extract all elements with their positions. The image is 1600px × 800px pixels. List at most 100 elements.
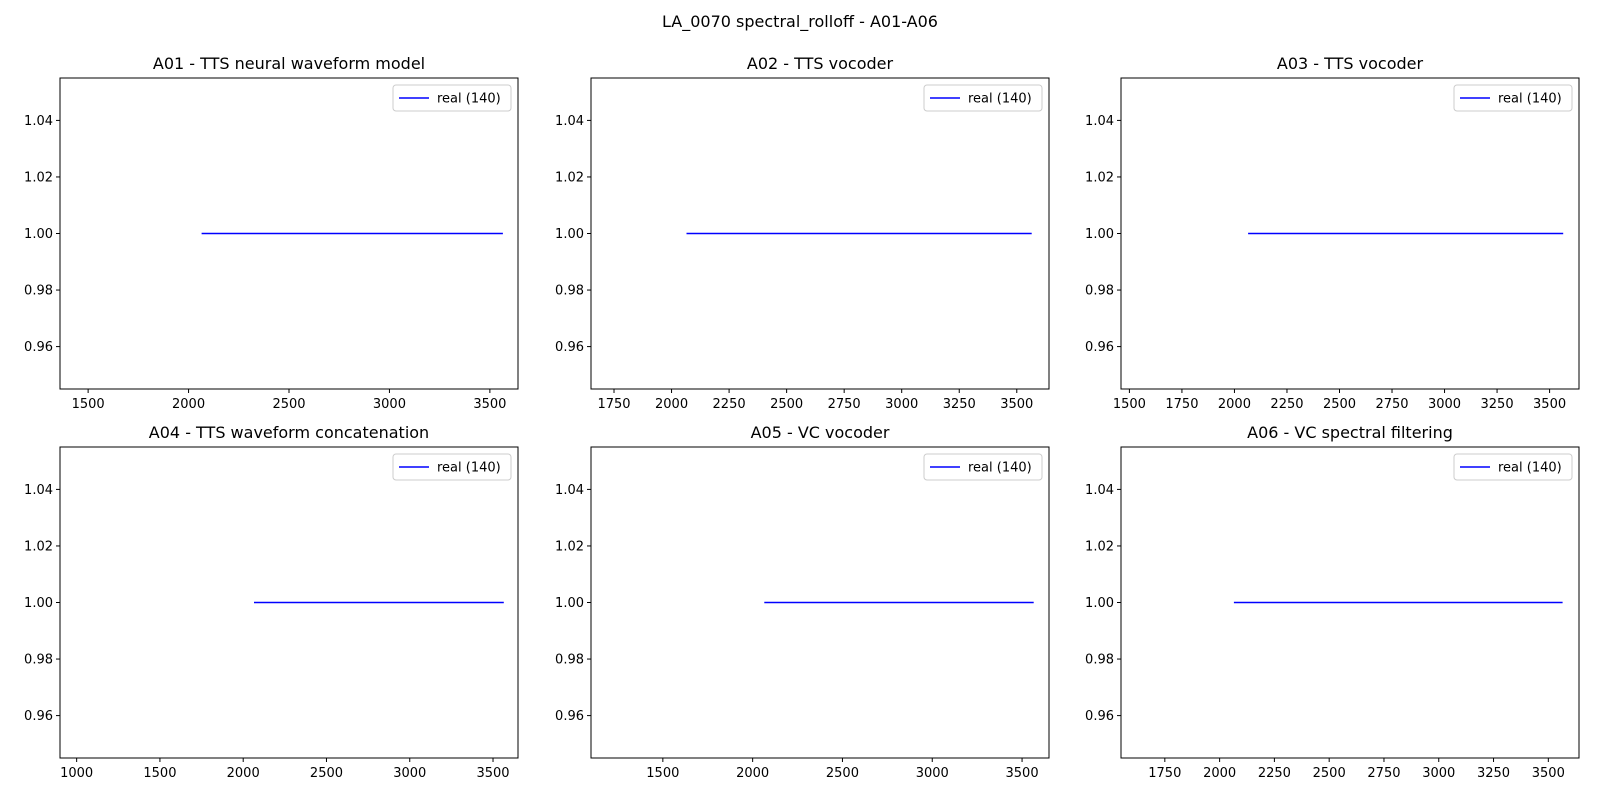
x-tick-label: 2250	[713, 397, 746, 412]
x-tick-label: 3250	[943, 397, 976, 412]
legend-box	[1453, 453, 1573, 481]
x-tick-label: 1750	[1148, 766, 1181, 781]
subplot-3: A03 - TTS vocoder 1500 1750 2000 2250 2500 275…	[1085, 54, 1580, 412]
y-tick-label: 0.96	[555, 709, 584, 724]
x-tick-label: 3250	[1477, 766, 1510, 781]
legend: real (140)	[923, 453, 1043, 481]
x-tick-label: 3500	[476, 766, 509, 781]
x-tick-label: 1750	[1165, 397, 1198, 412]
legend-box	[923, 84, 1043, 112]
y-tick-label: 1.00	[1085, 596, 1114, 611]
x-tick-label: 3500	[1532, 766, 1565, 781]
subplot-title: A05 - VC vocoder	[751, 423, 890, 442]
x-tick-label: 2000	[736, 766, 769, 781]
y-tick-label: 0.98	[1085, 653, 1114, 668]
y-tick-label: 1.04	[555, 114, 584, 129]
x-tick-label: 2000	[172, 397, 205, 412]
subplot-2: A02 - TTS vocoder 1750 2000 2250 2500 2750 300…	[555, 54, 1050, 412]
y-tick-label: 0.98	[24, 653, 53, 668]
legend: real (140)	[1453, 453, 1573, 481]
y-tick-label: 0.96	[24, 340, 53, 355]
x-tick-label: 1750	[597, 397, 630, 412]
legend-box	[1453, 84, 1573, 112]
x-tick-label: 3500	[1000, 397, 1033, 412]
y-tick-label: 0.96	[1085, 709, 1114, 724]
x-tick-label: 1500	[72, 397, 105, 412]
x-tick-label: 2500	[770, 397, 803, 412]
y-tick-label: 0.96	[1085, 340, 1114, 355]
y-tick-label: 1.04	[1085, 483, 1114, 498]
x-tick-label: 2000	[655, 397, 688, 412]
legend-label: real (140)	[1498, 92, 1562, 107]
x-tick-label: 3500	[473, 397, 506, 412]
x-tick-label: 2500	[1323, 397, 1356, 412]
legend-box	[392, 84, 512, 112]
subplot-title: A06 - VC spectral filtering	[1247, 423, 1453, 442]
legend-label: real (140)	[968, 92, 1032, 107]
x-tick-label: 3000	[1422, 766, 1455, 781]
y-tick-label: 1.02	[24, 170, 53, 185]
y-tick-label: 1.02	[555, 539, 584, 554]
x-tick-label: 2500	[310, 766, 343, 781]
legend: real (140)	[923, 84, 1043, 112]
subplot-title: A04 - TTS waveform concatenation	[149, 423, 429, 442]
legend-box	[923, 453, 1043, 481]
y-tick-label: 1.04	[1085, 114, 1114, 129]
subplot-1: A01 - TTS neural waveform model 1500 2000 2…	[24, 54, 519, 412]
x-tick-label: 2750	[828, 397, 861, 412]
subplot-5: A05 - VC vocoder 1500 2000 2500 3000 3500 0.96…	[555, 423, 1050, 781]
y-tick-label: 0.98	[24, 284, 53, 299]
y-tick-label: 1.02	[555, 170, 584, 185]
y-tick-label: 1.04	[555, 483, 584, 498]
legend-label: real (140)	[437, 461, 501, 476]
y-tick-label: 1.00	[24, 227, 53, 242]
x-tick-label: 3250	[1481, 397, 1514, 412]
x-tick-label: 2000	[1203, 766, 1236, 781]
y-tick-label: 0.98	[555, 653, 584, 668]
y-tick-label: 0.96	[555, 340, 584, 355]
x-tick-label: 2000	[227, 766, 260, 781]
subplot-title: A02 - TTS vocoder	[747, 54, 894, 73]
legend: real (140)	[392, 453, 512, 481]
x-tick-label: 1500	[1113, 397, 1146, 412]
y-tick-label: 1.04	[24, 483, 53, 498]
legend: real (140)	[1453, 84, 1573, 112]
x-tick-label: 1500	[646, 766, 679, 781]
y-tick-label: 0.96	[24, 709, 53, 724]
x-tick-label: 3000	[1428, 397, 1461, 412]
x-tick-label: 3500	[1533, 397, 1566, 412]
y-tick-label: 1.02	[1085, 170, 1114, 185]
x-tick-label: 2250	[1258, 766, 1291, 781]
x-tick-label: 3500	[1006, 766, 1039, 781]
x-tick-label: 2750	[1375, 397, 1408, 412]
subplot-title: A01 - TTS neural waveform model	[153, 54, 425, 73]
x-tick-label: 1500	[143, 766, 176, 781]
y-tick-label: 1.04	[24, 114, 53, 129]
y-tick-label: 1.00	[555, 596, 584, 611]
legend-box	[392, 453, 512, 481]
y-tick-label: 0.98	[1085, 284, 1114, 299]
subplot-4: A04 - TTS waveform concatenation 1000 1500…	[24, 423, 519, 781]
x-tick-label: 2500	[272, 397, 305, 412]
y-tick-label: 1.00	[24, 596, 53, 611]
x-tick-label: 3000	[393, 766, 426, 781]
y-tick-label: 1.02	[24, 539, 53, 554]
legend-label: real (140)	[437, 92, 501, 107]
legend-label: real (140)	[968, 461, 1032, 476]
subplot-6: A06 - VC spectral filtering 1750 2000 2250 2…	[1085, 423, 1580, 781]
x-tick-label: 2500	[1313, 766, 1346, 781]
x-tick-label: 2250	[1270, 397, 1303, 412]
x-tick-label: 2500	[826, 766, 859, 781]
figure-title: LA_0070 spectral_rolloff - A01-A06	[662, 12, 938, 31]
y-tick-label: 1.02	[1085, 539, 1114, 554]
x-tick-label: 2750	[1367, 766, 1400, 781]
x-tick-label: 3000	[916, 766, 949, 781]
x-tick-label: 3000	[885, 397, 918, 412]
y-tick-label: 0.98	[555, 284, 584, 299]
y-tick-label: 1.00	[1085, 227, 1114, 242]
x-tick-label: 2000	[1218, 397, 1251, 412]
legend-label: real (140)	[1498, 461, 1562, 476]
legend: real (140)	[392, 84, 512, 112]
x-tick-label: 3000	[373, 397, 406, 412]
